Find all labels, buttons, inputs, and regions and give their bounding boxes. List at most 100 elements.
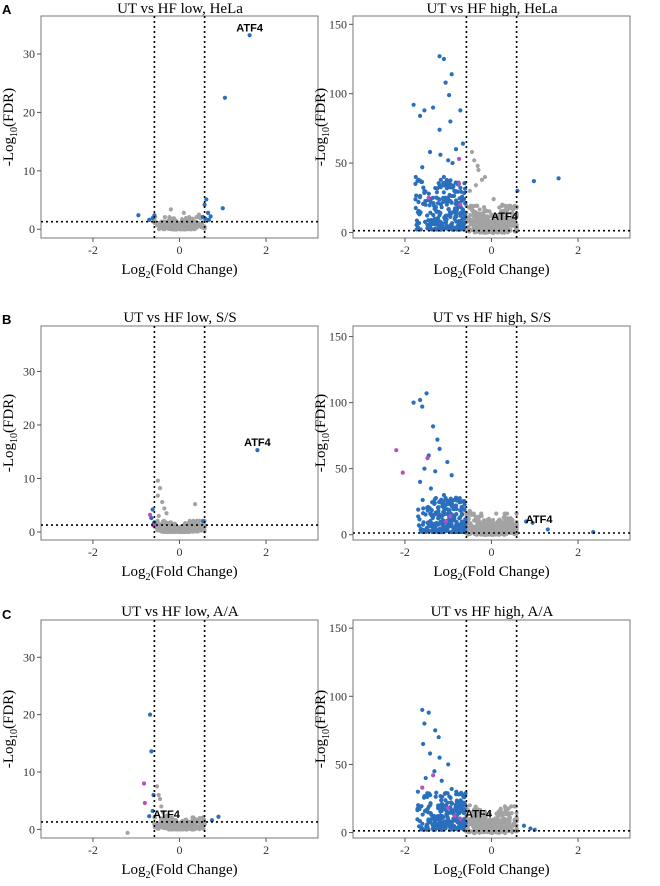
sig-point — [458, 185, 463, 190]
sig-point — [443, 195, 448, 200]
y-tick-label: 0 — [341, 528, 347, 542]
y-tick-label: 0 — [341, 225, 347, 239]
y-axis-label: -Log10(FDR) — [313, 690, 332, 768]
highlight-point — [446, 805, 451, 811]
sig-point — [456, 792, 462, 797]
sig-point — [427, 225, 433, 230]
sig-point — [420, 522, 426, 527]
sig-point — [457, 218, 462, 224]
sig-point — [448, 185, 453, 190]
nonsig-point — [514, 511, 519, 516]
nonsig-point — [514, 816, 519, 821]
highlight-point — [430, 773, 436, 778]
sig-point — [459, 198, 464, 203]
nonsig-point — [192, 524, 197, 529]
sig-point — [446, 524, 451, 529]
highlight-point — [458, 202, 463, 207]
sig-point — [418, 193, 423, 199]
y-tick-label: 0 — [341, 826, 347, 840]
sig-point — [453, 198, 459, 203]
sig-point — [433, 728, 438, 733]
sig-point — [442, 511, 447, 517]
nonsig-point — [481, 223, 486, 228]
gene-label-atf4: ATF4 — [491, 211, 519, 223]
highlight-point — [420, 785, 425, 790]
sig-point — [462, 190, 467, 196]
sig-point — [446, 158, 451, 163]
sig-point — [457, 496, 462, 501]
nonsig-point — [489, 821, 495, 827]
chart-title: UT vs HF low, A/A — [121, 604, 239, 620]
nonsig-point — [464, 511, 469, 516]
sig-point — [457, 523, 462, 528]
nonsig-point — [493, 820, 498, 826]
sig-point — [436, 813, 442, 819]
x-tick-label: 2 — [263, 243, 269, 257]
y-tick-label: 50 — [335, 462, 347, 476]
sig-point — [447, 181, 452, 186]
sig-point — [417, 397, 423, 403]
nonsig-point — [166, 524, 171, 530]
sig-point — [443, 798, 448, 803]
highlight-point — [458, 816, 463, 822]
plot-frame — [352, 15, 631, 239]
sig-point — [431, 212, 436, 218]
y-tick-label: 20 — [23, 418, 35, 432]
sig-point — [457, 806, 462, 811]
nonsig-point — [154, 824, 159, 829]
sig-point — [437, 127, 442, 132]
nonsig-point — [157, 528, 163, 533]
sig-point — [448, 496, 453, 501]
nonsig-point — [471, 528, 476, 533]
nonsig-point — [486, 516, 492, 521]
sig-point — [433, 205, 438, 211]
points-layer — [125, 712, 221, 835]
nonsig-point — [481, 527, 486, 532]
nonsig-point — [506, 219, 511, 224]
nonsig-point — [467, 508, 472, 514]
sig-point — [222, 95, 228, 100]
sig-point — [459, 511, 465, 516]
nonsig-point — [179, 223, 184, 228]
nonsig-point — [507, 205, 512, 211]
sig-point — [450, 822, 455, 828]
sig-point — [205, 210, 211, 215]
nonsig-point — [159, 804, 164, 809]
sig-point — [423, 198, 428, 204]
nonsig-point — [476, 218, 481, 223]
y-tick-label: 20 — [23, 708, 35, 722]
nonsig-point — [473, 818, 479, 823]
y-axis-label: -Log10(FDR) — [1, 394, 20, 472]
sig-point — [429, 513, 434, 518]
nonsig-point — [504, 819, 509, 824]
x-tick-label: 0 — [489, 243, 495, 257]
y-axis-label: -Log10(FDR) — [313, 88, 332, 166]
nonsig-point — [155, 478, 160, 483]
nonsig-point — [168, 221, 173, 227]
sig-point — [428, 801, 433, 806]
sig-point — [422, 809, 428, 814]
sig-point — [461, 810, 466, 816]
sig-point — [433, 794, 438, 799]
nonsig-point — [472, 203, 478, 208]
nonsig-point — [181, 210, 186, 215]
x-tick-label: 2 — [575, 545, 581, 559]
sig-point — [436, 735, 441, 740]
x-axis-label: Log2(Fold Change) — [433, 262, 549, 281]
sig-point — [438, 806, 443, 811]
sig-point — [444, 809, 449, 814]
sig-point — [454, 511, 459, 517]
sig-point — [442, 826, 447, 831]
sig-point — [435, 516, 441, 521]
y-tick-label: 0 — [29, 222, 35, 236]
nonsig-point — [473, 214, 478, 219]
sig-point — [422, 466, 427, 471]
x-tick-label: -2 — [400, 843, 410, 857]
y-tick-label: 10 — [23, 471, 35, 485]
sig-point — [450, 160, 455, 166]
sig-point — [451, 183, 456, 188]
sig-point — [444, 223, 449, 228]
plot-frame — [40, 619, 319, 839]
nonsig-point — [470, 813, 475, 818]
